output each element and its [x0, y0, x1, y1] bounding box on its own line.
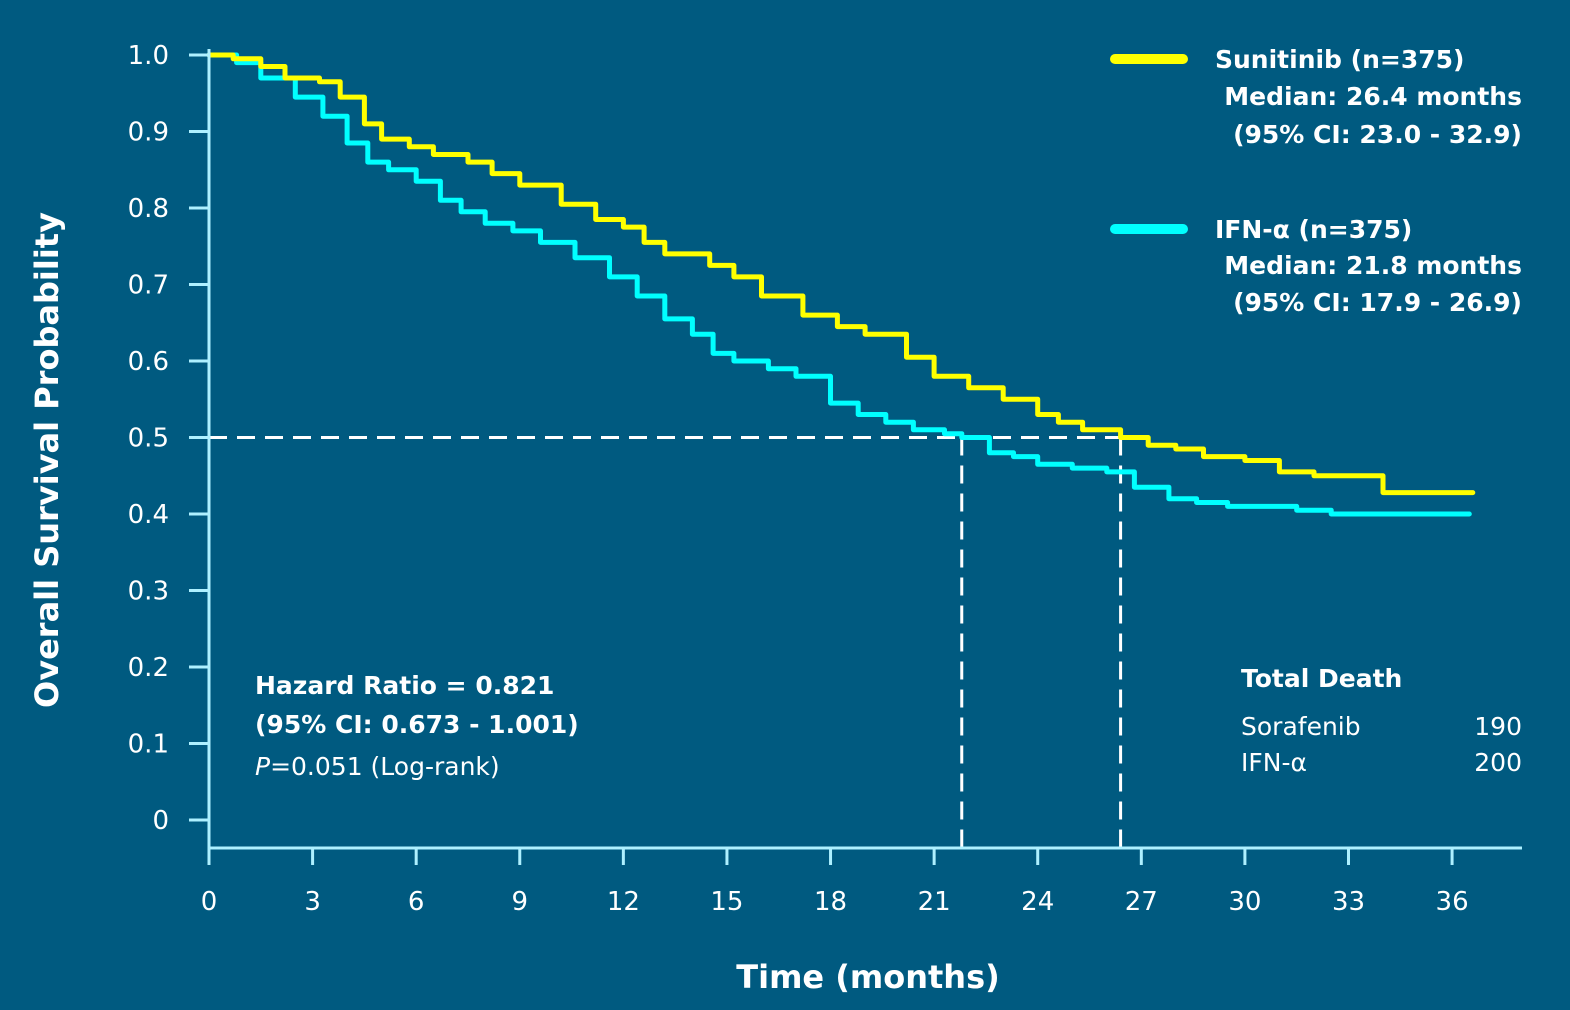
legend-median-sunitinib: Median: 26.4 months — [1224, 82, 1522, 111]
y-tick-label: 0.4 — [128, 500, 169, 530]
x-tick-label: 36 — [1436, 887, 1469, 917]
y-tick-label: 0.9 — [128, 118, 169, 148]
x-tick-label: 18 — [814, 887, 847, 917]
y-tick-label: 0.5 — [128, 424, 169, 454]
y-tick-label: 0 — [152, 806, 169, 836]
y-tick-label: 0.1 — [128, 730, 169, 760]
p-label: P — [255, 752, 271, 781]
death-row-label: IFN-α — [1241, 748, 1307, 777]
x-axis-title: Time (months) — [736, 958, 999, 996]
x-tick-label: 30 — [1228, 887, 1261, 917]
legend-median-ifn: Median: 21.8 months — [1224, 251, 1522, 280]
axes — [207, 49, 1522, 850]
p-value: P=0.051 (Log-rank) — [255, 752, 500, 781]
death-row-value: 200 — [1474, 748, 1522, 777]
x-tick-label: 9 — [511, 887, 528, 917]
survival-curve-ifn — [206, 52, 1472, 517]
y-tick-label: 1.0 — [128, 41, 169, 71]
legend: Sunitinib (n=375) Median: 26.4 months (9… — [1110, 45, 1522, 317]
x-tick-label: 3 — [304, 887, 321, 917]
x-tick-label: 27 — [1125, 887, 1158, 917]
hazard-ratio-annotation: Hazard Ratio = 0.821 (95% CI: 0.673 - 1.… — [255, 671, 579, 781]
x-tick-label: 33 — [1332, 887, 1365, 917]
legend-label-sunitinib: Sunitinib (n=375) — [1215, 45, 1464, 74]
legend-label-ifn: IFN-α (n=375) — [1215, 215, 1412, 244]
hazard-ratio-ci: (95% CI: 0.673 - 1.001) — [255, 710, 579, 739]
y-ticks: 0 0.1 0.2 0.3 0.4 0.5 0.6 0.7 0.8 0.9 1.0 — [128, 41, 209, 836]
total-death-table: Total Death Sorafenib 190 IFN-α 200 — [1241, 664, 1522, 777]
x-tick-label: 12 — [607, 887, 640, 917]
death-row-label: Sorafenib — [1241, 712, 1361, 741]
total-death-title: Total Death — [1241, 664, 1402, 693]
survival-curve-sunitinib — [206, 52, 1476, 496]
x-tick-label: 6 — [408, 887, 425, 917]
y-tick-label: 0.6 — [128, 347, 169, 377]
legend-ci-sunitinib: (95% CI: 23.0 - 32.9) — [1233, 120, 1522, 149]
legend-ci-ifn: (95% CI: 17.9 - 26.9) — [1233, 288, 1522, 317]
y-tick-label: 0.2 — [128, 653, 169, 683]
x-tick-label: 24 — [1021, 887, 1054, 917]
x-tick-label: 0 — [201, 887, 218, 917]
series-layer — [206, 52, 1476, 517]
x-tick-label: 21 — [918, 887, 951, 917]
x-tick-label: 15 — [710, 887, 743, 917]
death-row-value: 190 — [1474, 712, 1522, 741]
y-tick-label: 0.3 — [128, 577, 169, 607]
p-value-text: =0.051 (Log-rank) — [270, 752, 500, 781]
y-axis-title: Overall Survival Probability — [28, 212, 66, 708]
y-tick-label: 0.7 — [128, 271, 169, 301]
x-ticks: 0 3 6 9 12 15 18 21 24 27 30 33 36 — [201, 848, 1469, 917]
hazard-ratio: Hazard Ratio = 0.821 — [255, 671, 554, 700]
y-tick-label: 0.8 — [128, 194, 169, 224]
